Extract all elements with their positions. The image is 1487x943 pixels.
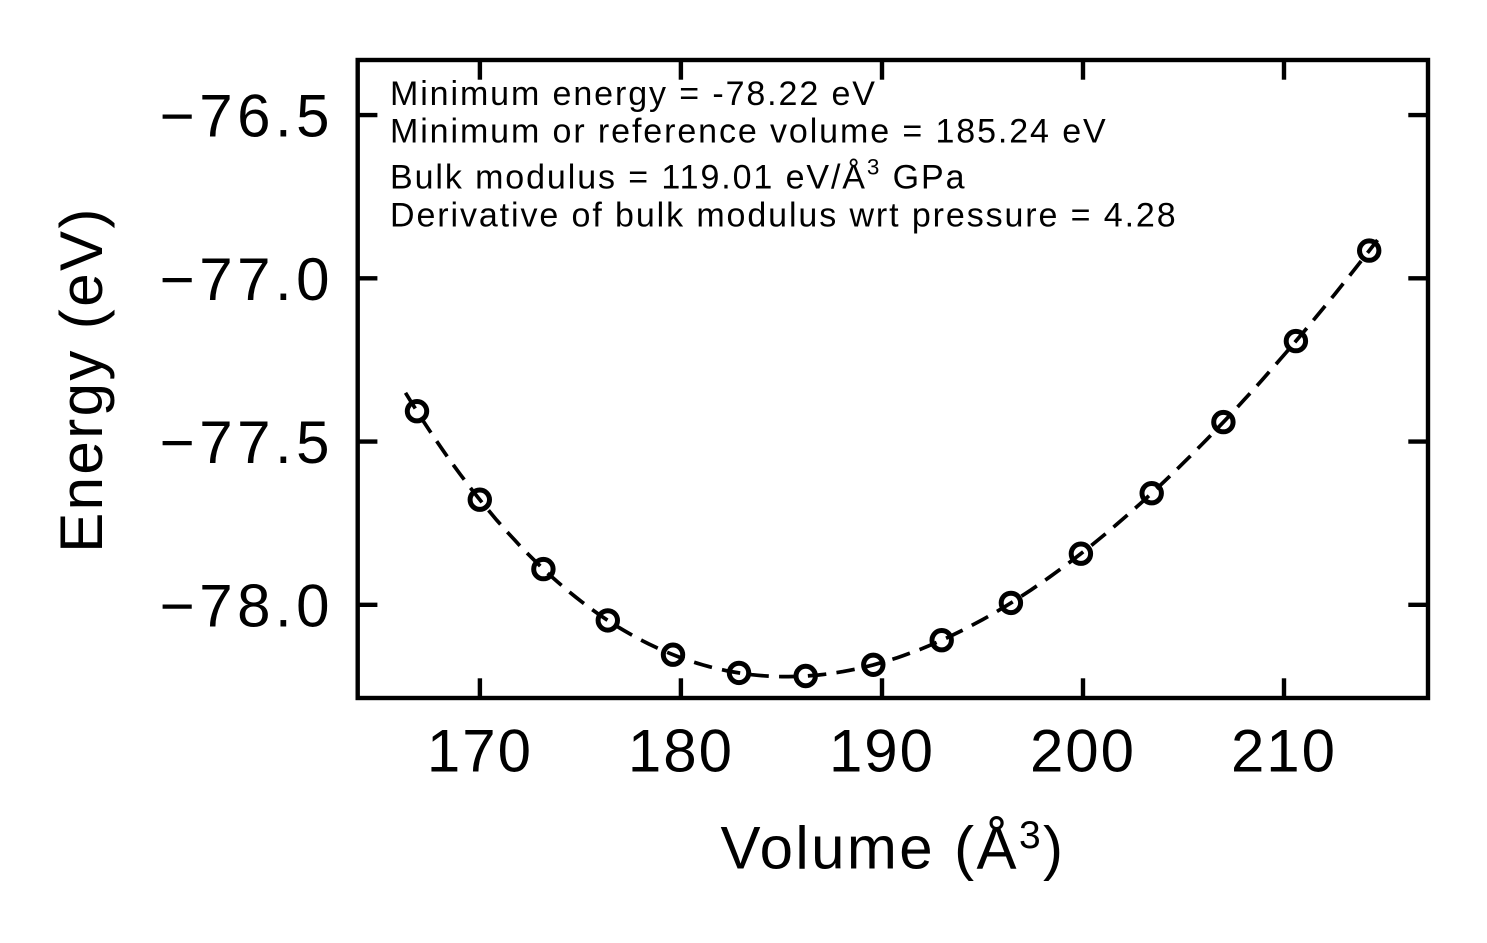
svg-text:−77.0: −77.0 [160, 246, 334, 313]
svg-text:Derivative of bulk modulus wrt: Derivative of bulk modulus wrt pressure … [390, 197, 1178, 235]
svg-text:−76.5: −76.5 [160, 83, 334, 150]
svg-text:170: 170 [427, 717, 533, 784]
svg-text:210: 210 [1231, 717, 1337, 784]
svg-text:200: 200 [1030, 717, 1136, 784]
svg-text:180: 180 [628, 717, 734, 784]
svg-text:−78.0: −78.0 [160, 572, 334, 639]
svg-text:−77.5: −77.5 [160, 409, 334, 476]
svg-text:Volume (Å3): Volume (Å3) [721, 814, 1066, 882]
svg-text:Minimum energy = -78.22 eV: Minimum energy = -78.22 eV [390, 75, 877, 113]
svg-text:190: 190 [829, 717, 935, 784]
svg-text:Energy (eV): Energy (eV) [48, 206, 115, 553]
svg-text:Minimum or reference volume =: Minimum or reference volume = 185.24 eV [390, 113, 1108, 151]
